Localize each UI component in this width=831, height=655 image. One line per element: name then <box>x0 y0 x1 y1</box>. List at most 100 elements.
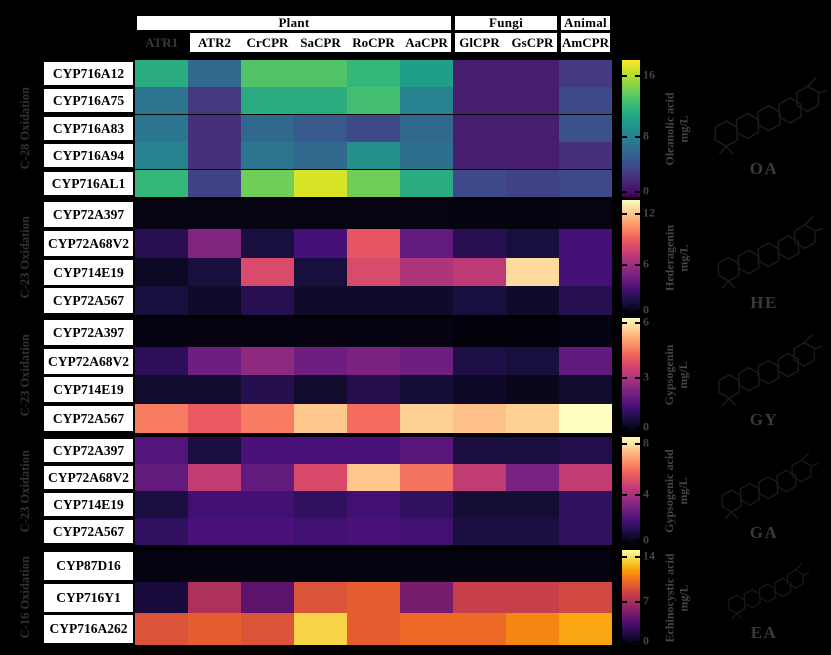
heatmap-cell <box>241 115 294 142</box>
heatmap-cell <box>453 518 506 545</box>
colorbar-title: Gypsogenin mg/L <box>662 318 690 432</box>
heatmap-cell <box>347 142 400 169</box>
heatmap-cell <box>188 115 241 142</box>
row-label-CYP714E19: CYP714E19 <box>42 491 135 518</box>
heatmap-cell <box>400 286 453 315</box>
heatmap-cell <box>347 170 400 197</box>
colorbar-title: Hederagenin mg/L <box>663 201 691 316</box>
heatmap-cell <box>135 142 188 169</box>
product-structure-GA <box>700 441 828 521</box>
heatmap-cell <box>347 464 400 491</box>
heatmap-cell <box>241 170 294 197</box>
colorbar-title-text: Gypsogenin <box>662 344 676 406</box>
heatmap-cell <box>453 115 506 142</box>
heatmap-cell <box>559 258 612 287</box>
heatmap-cell <box>400 375 453 404</box>
heatmap-cell <box>453 286 506 315</box>
reaction-label: C-23 Oxidation <box>8 437 42 545</box>
reaction-label: C-28 Oxidation <box>8 60 42 197</box>
heatmap-cell <box>135 286 188 315</box>
heatmap-cell <box>347 437 400 464</box>
heatmap-cell <box>188 375 241 404</box>
colorbar-tick <box>622 443 627 445</box>
heatmap-cell <box>188 582 241 614</box>
column-header-SaCPR: SaCPR <box>300 34 341 50</box>
column-group-fungi: Fungi <box>453 14 559 32</box>
colorbar-tick <box>635 427 640 429</box>
colorbar-tick <box>622 136 627 138</box>
heatmap-cell <box>347 375 400 404</box>
heatmap-cell <box>347 87 400 114</box>
product-abbrev: GY <box>749 410 779 429</box>
heatmap-cell <box>135 550 188 582</box>
heatmap-cell <box>453 258 506 287</box>
heatmap-cell <box>559 518 612 545</box>
colorbar-tick-label: 3 <box>643 369 649 384</box>
reaction-label: C-23 Oxidation <box>8 200 42 315</box>
colorbar-title-text: Echinocystic acid <box>662 553 677 643</box>
heatmap-cell <box>135 87 188 114</box>
heatmap-cell <box>559 375 612 404</box>
product-abbrev: OA <box>749 159 779 178</box>
heatmap-cell <box>347 229 400 258</box>
heatmap-cell <box>241 582 294 614</box>
heatmap-cell <box>559 60 612 87</box>
heatmap-cell <box>559 582 612 614</box>
column-header-strip-2 <box>559 31 612 54</box>
heatmap-cell <box>400 87 453 114</box>
colorbar-title: Gypsogenic acid mg/L <box>662 437 690 545</box>
heatmap-cell <box>188 437 241 464</box>
heatmap-cell <box>294 404 347 433</box>
heatmap-cell <box>400 258 453 287</box>
heatmap-cell <box>453 613 506 645</box>
column-header-AaCPR: AaCPR <box>405 34 448 50</box>
heatmap-cell <box>400 518 453 545</box>
heatmap-cell <box>294 464 347 491</box>
heatmap-cell <box>453 60 506 87</box>
colorbar-tick <box>635 641 640 643</box>
colorbar-tick <box>635 264 640 266</box>
column-header-RoCPR: RoCPR <box>352 34 395 50</box>
heatmap-cell <box>506 464 559 491</box>
heatmap-cell <box>135 60 188 87</box>
heatmap-cell <box>400 170 453 197</box>
heatmap-cell <box>506 550 559 582</box>
row-label-CYP716A94: CYP716A94 <box>42 142 135 169</box>
row-label-CYP72A68V2: CYP72A68V2 <box>42 229 135 258</box>
heatmap-cell <box>241 347 294 376</box>
heatmap-cell <box>400 142 453 169</box>
heatmap-cell <box>347 550 400 582</box>
row-label-CYP87D16: CYP87D16 <box>42 550 135 582</box>
heatmap-cell <box>241 142 294 169</box>
heatmap-cell <box>188 318 241 347</box>
heatmap-cell <box>453 347 506 376</box>
heatmap-cell <box>559 142 612 169</box>
row-label-CYP716A83: CYP716A83 <box>42 115 135 142</box>
colorbar <box>622 437 640 545</box>
heatmap-cell <box>188 550 241 582</box>
colorbar <box>622 318 640 432</box>
heatmap-cell <box>188 347 241 376</box>
heatmap-cell <box>506 170 559 197</box>
heatmap-cell <box>135 347 188 376</box>
heatmap-cell <box>400 318 453 347</box>
heatmap-cell <box>188 613 241 645</box>
heatmap-cell <box>188 170 241 197</box>
heatmap-cell <box>559 286 612 315</box>
heatmap-cell <box>453 491 506 518</box>
heatmap-cell <box>453 229 506 258</box>
heatmap-cell <box>400 404 453 433</box>
heatmap-cell <box>506 613 559 645</box>
heatmap-cell <box>453 170 506 197</box>
heatmap-cell <box>400 550 453 582</box>
heatmap-cell <box>188 200 241 229</box>
heatmap-cell <box>135 318 188 347</box>
heatmap-cell <box>506 87 559 114</box>
colorbar-tick-label: 0 <box>643 532 649 547</box>
heatmap-cell <box>135 518 188 545</box>
colorbar-tick-label: 8 <box>643 128 649 143</box>
heatmap-cell <box>135 115 188 142</box>
heatmap-cell <box>188 258 241 287</box>
heatmap-cell <box>188 518 241 545</box>
